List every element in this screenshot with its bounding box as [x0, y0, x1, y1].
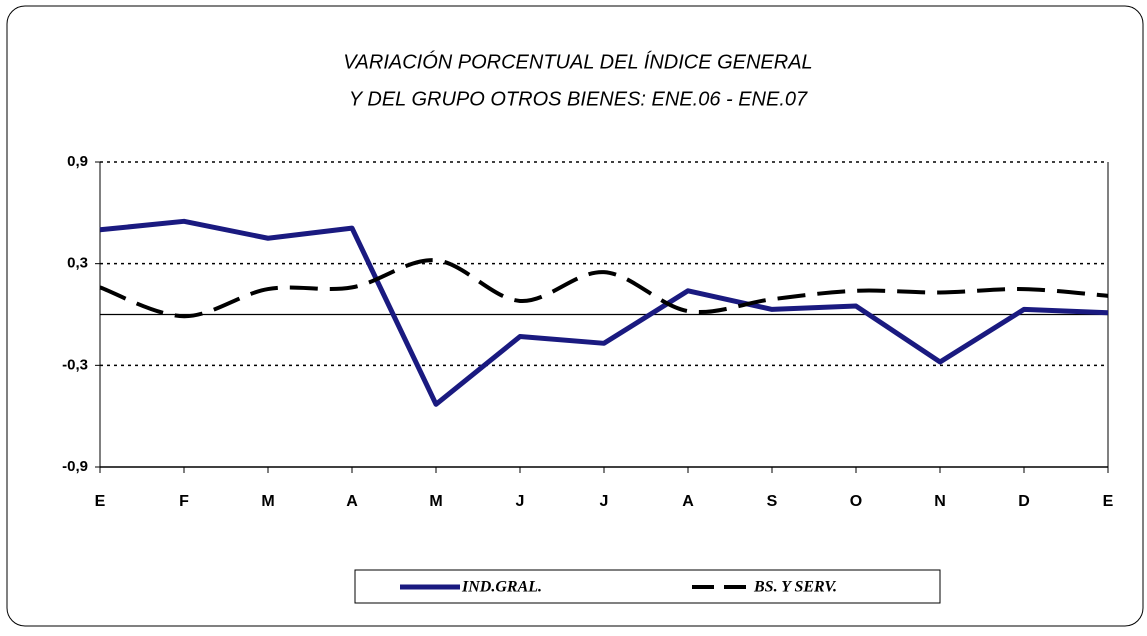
x-tick-label: J — [600, 493, 609, 510]
x-tick-label: E — [1103, 493, 1114, 510]
series-line — [99, 218, 1109, 407]
chart-frame — [6, 5, 1144, 627]
x-tick-label: A — [346, 493, 358, 510]
x-tick-label: S — [767, 493, 778, 510]
series-line — [99, 258, 1109, 319]
x-tick-label: F — [179, 493, 189, 510]
chart-title: VARIACIÓN PORCENTUAL DEL ÍNDICE GENERAL — [343, 50, 812, 73]
x-tick-label: M — [429, 493, 442, 510]
x-tick-label: J — [516, 493, 525, 510]
legend-label: BS. Y SERV. — [753, 579, 837, 596]
chart-subtitle: Y DEL GRUPO OTROS BIENES: ENE.06 - ENE.0… — [349, 88, 808, 110]
y-tick-label: 0,9 — [67, 153, 88, 170]
x-tick-label: N — [934, 493, 946, 510]
y-tick-label: -0,9 — [62, 458, 88, 475]
x-tick-label: D — [1018, 493, 1030, 510]
y-tick-label: 0,3 — [67, 255, 88, 272]
y-tick-label: -0,3 — [62, 356, 88, 373]
legend-label: IND.GRAL. — [461, 579, 542, 596]
x-tick-label: O — [850, 493, 862, 510]
x-tick-label: A — [682, 493, 694, 510]
x-tick-label: E — [95, 493, 106, 510]
x-tick-label: M — [261, 493, 274, 510]
